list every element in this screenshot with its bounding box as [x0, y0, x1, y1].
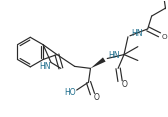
Text: HN: HN: [39, 62, 51, 71]
Text: O: O: [93, 93, 99, 102]
Text: HO: HO: [64, 88, 76, 97]
Text: HN: HN: [108, 51, 120, 60]
Text: O: O: [162, 34, 167, 40]
Text: O: O: [122, 80, 128, 89]
Polygon shape: [91, 57, 106, 68]
Text: HN: HN: [131, 29, 143, 38]
